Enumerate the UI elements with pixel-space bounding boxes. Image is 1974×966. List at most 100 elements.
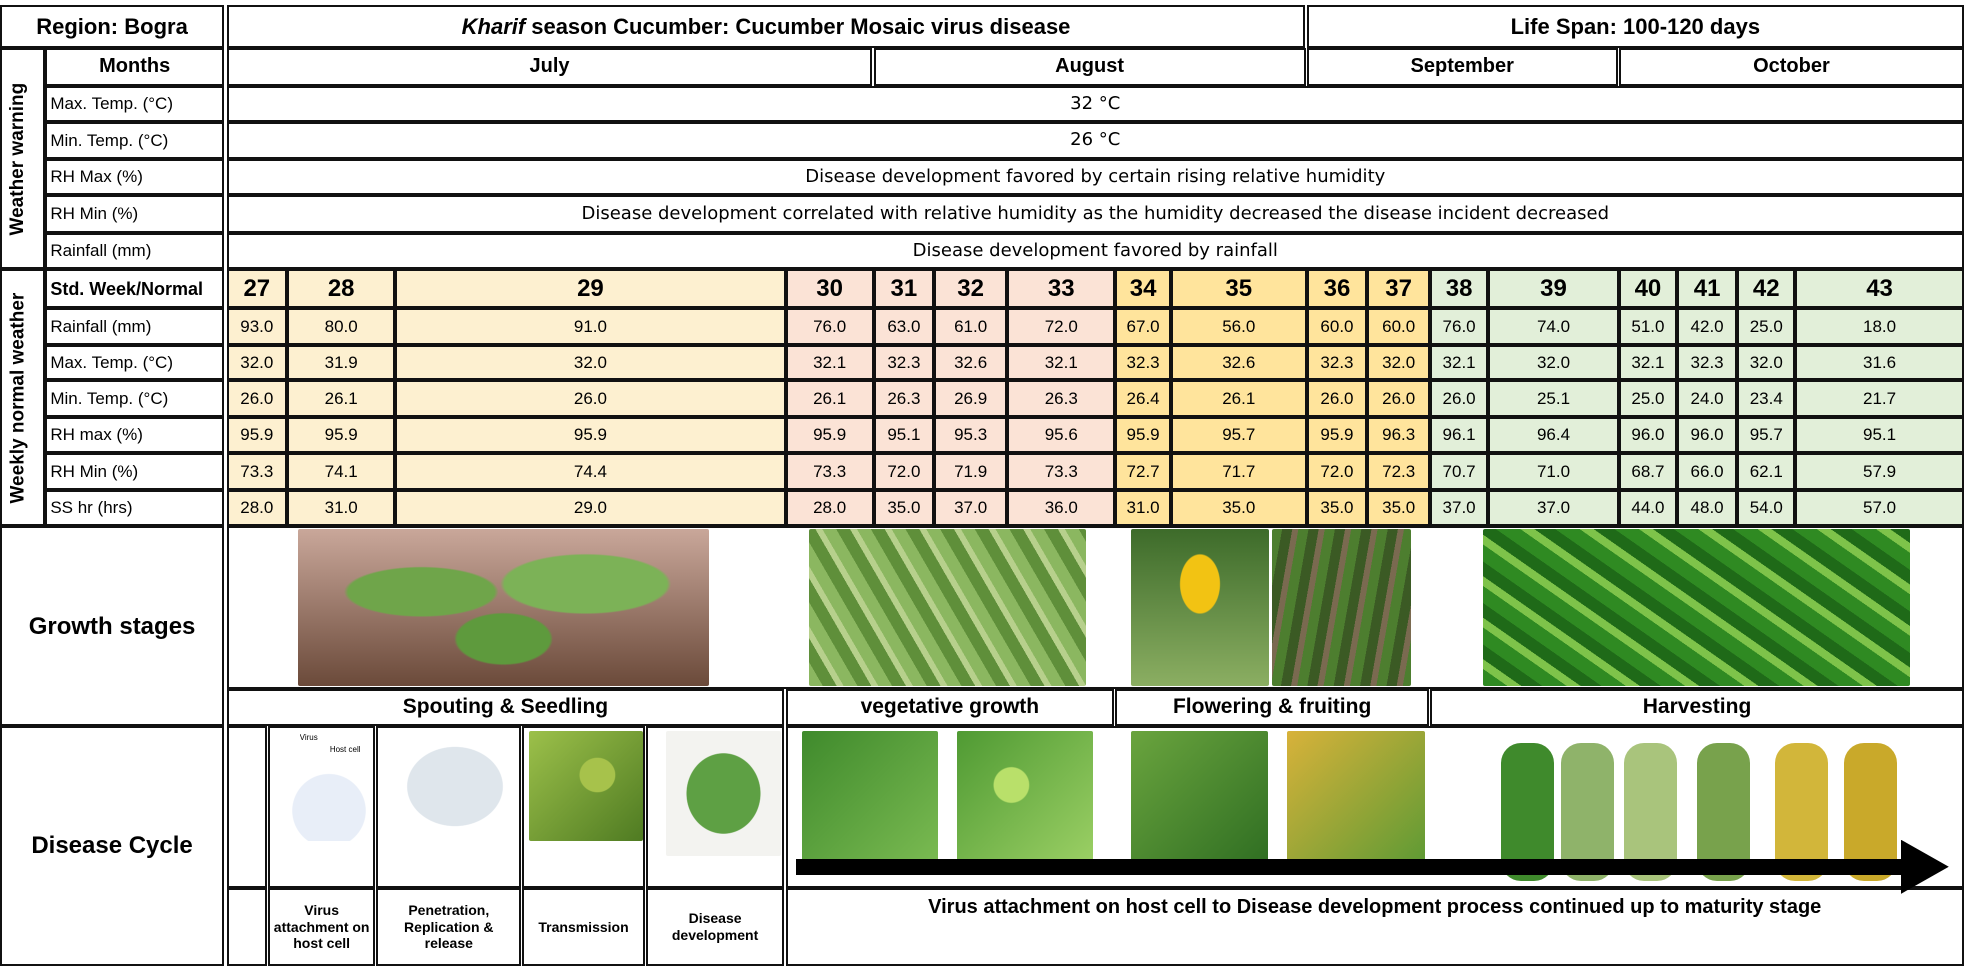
value: 95.9: [227, 417, 287, 454]
value: 95.6: [1007, 417, 1115, 454]
page: { "header": {"region": "Region: Bogra", …: [0, 0, 1974, 965]
value: 26.0: [227, 380, 287, 417]
title-text: season Cucumber: Cucumber Mosaic virus d…: [531, 14, 1070, 39]
value: 67.0: [1115, 308, 1170, 345]
value: 25.0: [1619, 380, 1677, 417]
value: 71.7: [1171, 453, 1307, 490]
photo: [666, 731, 781, 856]
stage: vegetative growth: [786, 689, 1115, 727]
week: 34: [1115, 269, 1170, 308]
step: Virus attachment on host cell: [268, 888, 375, 966]
row-label: RH Min (%): [45, 453, 224, 490]
value: 26.1: [786, 380, 874, 417]
value: 35.0: [1307, 490, 1367, 527]
value: 32.0: [1488, 345, 1619, 380]
value: 71.9: [934, 453, 1007, 490]
value: 73.3: [786, 453, 874, 490]
value: 26.1: [287, 380, 395, 417]
region: Region: Bogra: [0, 5, 224, 48]
value: 96.4: [1488, 417, 1619, 454]
value: 44.0: [1619, 490, 1677, 527]
title-italic: Kharif: [462, 14, 526, 39]
value: 35.0: [1171, 490, 1307, 527]
value: 35.0: [1367, 490, 1430, 527]
photo: [298, 529, 708, 686]
week: 43: [1795, 269, 1964, 308]
value: 76.0: [1430, 308, 1488, 345]
value: 31.9: [287, 345, 395, 380]
stage: Spouting & Seedling: [227, 689, 785, 727]
value: 28.0: [227, 490, 287, 527]
value: 72.0: [1307, 453, 1367, 490]
week: 41: [1677, 269, 1737, 308]
week: 29: [395, 269, 785, 308]
growth-label: Growth stages: [0, 526, 224, 726]
value: 37.0: [1430, 490, 1488, 527]
month: August: [874, 48, 1306, 86]
photo: [957, 731, 1093, 866]
photo: [809, 529, 1086, 686]
value: 76.0: [786, 308, 874, 345]
week: 28: [287, 269, 395, 308]
value: 32.1: [786, 345, 874, 380]
value: 26.1: [1171, 380, 1307, 417]
value: 96.3: [1367, 417, 1430, 454]
value: 62.1: [1737, 453, 1795, 490]
value: 96.0: [1677, 417, 1737, 454]
value: 32.3: [874, 345, 934, 380]
value: 32.3: [1115, 345, 1170, 380]
value: 95.9: [395, 417, 785, 454]
value: 72.7: [1115, 453, 1170, 490]
value: 26.0: [1367, 380, 1430, 417]
value: 37.0: [1488, 490, 1619, 527]
row-label: RH max (%): [45, 417, 224, 454]
value: 54.0: [1737, 490, 1795, 527]
value: 74.4: [395, 453, 785, 490]
value: 32.0: [395, 345, 785, 380]
week-label: Std. Week/Normal: [45, 269, 224, 308]
value: 56.0: [1171, 308, 1307, 345]
week: 36: [1307, 269, 1367, 308]
photo: [1287, 731, 1425, 866]
photo: [802, 731, 938, 866]
frame: [227, 888, 267, 966]
value: 26.9: [934, 380, 1007, 417]
value: 95.7: [1737, 417, 1795, 454]
diagram-label: Virus: [300, 733, 330, 748]
step: Transmission: [522, 888, 644, 966]
summary: Virus attachment on host cell to Disease…: [786, 888, 1964, 966]
value: 21.7: [1795, 380, 1964, 417]
week: 38: [1430, 269, 1488, 308]
value: 96.0: [1619, 417, 1677, 454]
value: 70.7: [1430, 453, 1488, 490]
side-label: Weekly normal weather: [8, 259, 38, 536]
value: 95.9: [287, 417, 395, 454]
row-label: Max. Temp. (°C): [45, 345, 224, 380]
week: 35: [1171, 269, 1307, 308]
value: 32.0: [1367, 345, 1430, 380]
row-label: RH Max (%): [45, 159, 224, 196]
life-span: Life Span: 100-120 days: [1307, 5, 1964, 48]
value: 42.0: [1677, 308, 1737, 345]
value: 66.0: [1677, 453, 1737, 490]
row-label: Rainfall (mm): [45, 308, 224, 345]
warning-text: Disease development favored by rainfall: [227, 233, 1964, 270]
value: 32.3: [1307, 345, 1367, 380]
arrow: [796, 859, 1908, 875]
frame: [227, 726, 267, 887]
value: 95.9: [786, 417, 874, 454]
value: 80.0: [287, 308, 395, 345]
stage: Flowering & fruiting: [1115, 689, 1428, 727]
value: 31.6: [1795, 345, 1964, 380]
value: 68.7: [1619, 453, 1677, 490]
value: 74.1: [287, 453, 395, 490]
value: 31.0: [287, 490, 395, 527]
disease-label: Disease Cycle: [0, 726, 224, 965]
value: 32.0: [1737, 345, 1795, 380]
value: 26.3: [1007, 380, 1115, 417]
value: 28.0: [786, 490, 874, 527]
value: 72.0: [874, 453, 934, 490]
value: 26.4: [1115, 380, 1170, 417]
value: 26.0: [1307, 380, 1367, 417]
